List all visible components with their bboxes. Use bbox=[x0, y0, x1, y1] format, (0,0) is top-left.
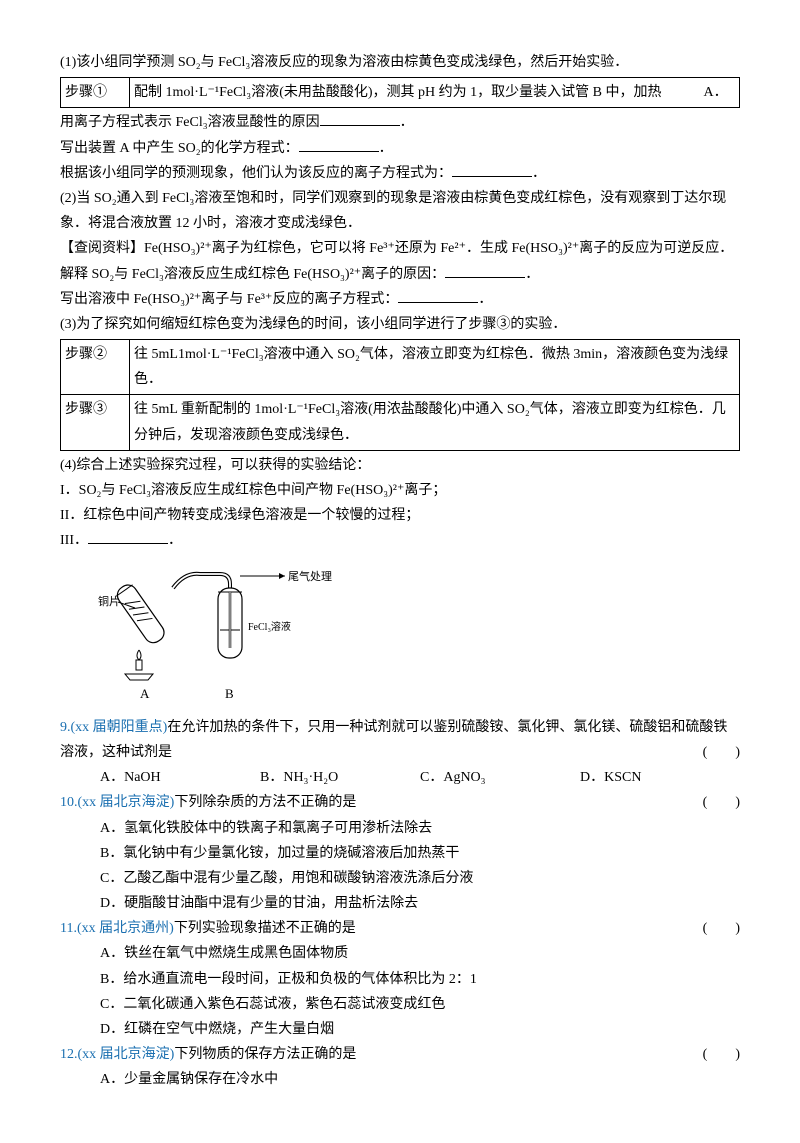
step1-text: 配制 1mol·L⁻¹FeCl₃溶液(未用盐酸酸化)，测其 pH 约为 1，取少… bbox=[130, 78, 740, 108]
q8-c3: III．． bbox=[60, 528, 740, 553]
tailgas-label: 尾气处理 bbox=[288, 569, 332, 583]
q8-lookup: 【查阅资料】Fe(HSO₃)²⁺离子为红棕色，它可以将 Fe³⁺还原为 Fe²⁺… bbox=[60, 236, 740, 261]
q8-part2: (2)当 SO₂通入到 FeCl₃溶液至饱和时，同学们观察到的现象是溶液由棕黄色… bbox=[60, 186, 740, 236]
q10-text: 下列除杂质的方法不正确的是 bbox=[174, 795, 356, 810]
q8-line1c: 根据该小组同学的预测现象，他们认为该反应的离子方程式为：． bbox=[60, 161, 740, 186]
step2-text: 往 5mL1mol·L⁻¹FeCl₃溶液中通入 SO₂气体，溶液立即变为红棕色．… bbox=[130, 340, 740, 395]
q11-num: 11. bbox=[60, 921, 77, 936]
step1-table: 步骤① 配制 1mol·L⁻¹FeCl₃溶液(未用盐酸酸化)，测其 pH 约为 … bbox=[60, 77, 740, 108]
step3-label: 步骤③ bbox=[61, 395, 130, 450]
blank-field[interactable] bbox=[445, 263, 525, 278]
step23-table: 步骤② 往 5mL1mol·L⁻¹FeCl₃溶液中通入 SO₂气体，溶液立即变为… bbox=[60, 339, 740, 451]
q11-text: 下列实验现象描述不正确的是 bbox=[174, 921, 356, 936]
q10: 10.(xx 届北京海淀)下列除杂质的方法不正确的是 ( ) bbox=[60, 790, 740, 815]
q12-num: 12. bbox=[60, 1047, 78, 1062]
q12-text: 下列物质的保存方法正确的是 bbox=[174, 1047, 356, 1062]
q9-optD[interactable]: D．KSCN bbox=[580, 765, 740, 790]
text: III． bbox=[60, 533, 88, 548]
fecl3-label: FeCl₃溶液 bbox=[248, 620, 291, 633]
q10-num: 10. bbox=[60, 795, 78, 810]
q10-optB[interactable]: B．氯化钠中有少量氯化铵，加过量的烧碱溶液后加热蒸干 bbox=[100, 841, 740, 866]
q10-optA[interactable]: A．氢氧化铁胶体中的铁离子和氯离子可用渗析法除去 bbox=[100, 816, 740, 841]
blank-field[interactable] bbox=[299, 137, 379, 152]
q11-optB[interactable]: B．给水通直流电一段时间，正极和负极的气体体积比为 2：1 bbox=[100, 967, 740, 992]
q8-line2b: 写出溶液中 Fe(HSO₃)²⁺离子与 Fe³⁺反应的离子方程式：． bbox=[60, 287, 740, 312]
q12-optA[interactable]: A．少量金属钠保存在冷水中 bbox=[100, 1067, 740, 1092]
q11-optA[interactable]: A．铁丝在氧气中燃烧生成黑色固体物质 bbox=[100, 941, 740, 966]
apparatus-diagram: 铜片 尾气处理 FeCl₃溶液 A B bbox=[90, 560, 350, 700]
step3-text: 往 5mL 重新配制的 1mol·L⁻¹FeCl₃溶液(用浓盐酸酸化)中通入 S… bbox=[130, 395, 740, 450]
copper-label: 铜片 bbox=[98, 594, 120, 608]
text: 写出溶液中 Fe(HSO₃)²⁺离子与 Fe³⁺反应的离子方程式： bbox=[60, 292, 398, 307]
label-b: B bbox=[225, 686, 234, 700]
q9-optC[interactable]: C．AgNO₃ bbox=[420, 765, 580, 790]
q8-part4: (4)综合上述实验探究过程，可以获得的实验结论： bbox=[60, 453, 740, 478]
text: 解释 SO₂与 FeCl₃溶液反应生成红棕色 Fe(HSO₃)²⁺离子的原因： bbox=[60, 267, 445, 282]
q8-line2a: 解释 SO₂与 FeCl₃溶液反应生成红棕色 Fe(HSO₃)²⁺离子的原因：． bbox=[60, 262, 740, 287]
q8-c1: I．SO₂与 FeCl₃溶液反应生成红棕色中间产物 Fe(HSO₃)²⁺离子； bbox=[60, 478, 740, 503]
q12: 12.(xx 届北京海淀)下列物质的保存方法正确的是 ( ) bbox=[60, 1042, 740, 1067]
blank-field[interactable] bbox=[88, 529, 168, 544]
blank-field[interactable] bbox=[398, 288, 478, 303]
step2-label: 步骤② bbox=[61, 340, 130, 395]
q9-optA[interactable]: A．NaOH bbox=[100, 765, 260, 790]
blank-field[interactable] bbox=[452, 162, 532, 177]
text: 用离子方程式表示 FeCl₃溶液显酸性的原因 bbox=[60, 115, 320, 130]
q11-optC[interactable]: C．二氧化碳通入紫色石蕊试液，紫色石蕊试液变成红色 bbox=[100, 992, 740, 1017]
answer-paren[interactable]: ( ) bbox=[703, 916, 740, 941]
q11-options: A．铁丝在氧气中燃烧生成黑色固体物质 B．给水通直流电一段时间，正极和负极的气体… bbox=[100, 941, 740, 1042]
q9-options: A．NaOH B．NH₃·H₂O C．AgNO₃ D．KSCN bbox=[100, 765, 740, 790]
step1-label: 步骤① bbox=[61, 78, 130, 108]
q11-src: (xx 届北京通州) bbox=[77, 921, 174, 936]
q11: 11.(xx 届北京通州)下列实验现象描述不正确的是 ( ) bbox=[60, 916, 740, 941]
q8-part1: (1)该小组同学预测 SO₂与 FeCl₃溶液反应的现象为溶液由棕黄色变成浅绿色… bbox=[60, 50, 740, 75]
q9-optB[interactable]: B．NH₃·H₂O bbox=[260, 765, 420, 790]
q10-src: (xx 届北京海淀) bbox=[78, 795, 175, 810]
q9-src: (xx 届朝阳重点) bbox=[71, 720, 168, 735]
q11-optD[interactable]: D．红磷在空气中燃烧，产生大量白烟 bbox=[100, 1017, 740, 1042]
q10-options: A．氢氧化铁胶体中的铁离子和氯离子可用渗析法除去 B．氯化钠中有少量氯化铵，加过… bbox=[100, 816, 740, 917]
q8-line1b: 写出装置 A 中产生 SO₂的化学方程式：． bbox=[60, 136, 740, 161]
q8-c2: II．红棕色中间产物转变成浅绿色溶液是一个较慢的过程； bbox=[60, 503, 740, 528]
label-a: A bbox=[140, 686, 150, 700]
text: 写出装置 A 中产生 SO₂的化学方程式： bbox=[60, 141, 299, 156]
q9: 9.(xx 届朝阳重点)在允许加热的条件下，只用一种试剂就可以鉴别硫酸铵、氯化钾… bbox=[60, 715, 740, 765]
q10-optD[interactable]: D．硬脂酸甘油酯中混有少量的甘油，用盐析法除去 bbox=[100, 891, 740, 916]
q8-part3: (3)为了探究如何缩短红棕色变为浅绿色的时间，该小组同学进行了步骤③的实验． bbox=[60, 312, 740, 337]
q10-optC[interactable]: C．乙酸乙酯中混有少量乙酸，用饱和碳酸钠溶液洗涤后分液 bbox=[100, 866, 740, 891]
text: 根据该小组同学的预测现象，他们认为该反应的离子方程式为： bbox=[60, 166, 452, 181]
answer-paren[interactable]: ( ) bbox=[703, 1042, 740, 1067]
q9-num: 9. bbox=[60, 720, 71, 735]
answer-paren[interactable]: ( ) bbox=[703, 740, 740, 765]
q8-line1a: 用离子方程式表示 FeCl₃溶液显酸性的原因． bbox=[60, 110, 740, 135]
q12-src: (xx 届北京海淀) bbox=[78, 1047, 175, 1062]
q12-options: A．少量金属钠保存在冷水中 bbox=[100, 1067, 740, 1092]
answer-paren[interactable]: ( ) bbox=[703, 790, 740, 815]
blank-field[interactable] bbox=[320, 111, 400, 126]
